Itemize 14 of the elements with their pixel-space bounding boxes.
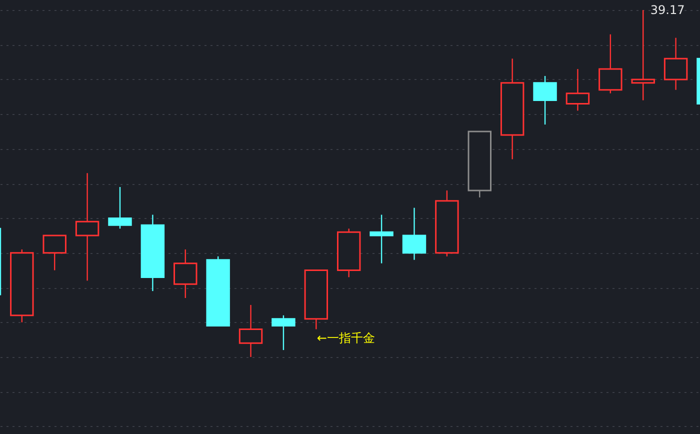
candlestick — [533, 75, 557, 126]
candlestick — [108, 186, 132, 230]
candlestick — [42, 234, 66, 271]
candlestick — [402, 207, 426, 260]
candlestick — [370, 214, 394, 264]
candlestick — [272, 314, 296, 351]
candlestick — [566, 68, 590, 112]
annotation: ←一指千金 — [316, 330, 375, 345]
annotation: 39.17 — [650, 3, 685, 18]
candlestick — [75, 172, 100, 282]
candlestick — [174, 248, 198, 299]
candlestick — [664, 37, 688, 90]
candlestick — [238, 304, 263, 358]
candlestick — [598, 34, 622, 94]
